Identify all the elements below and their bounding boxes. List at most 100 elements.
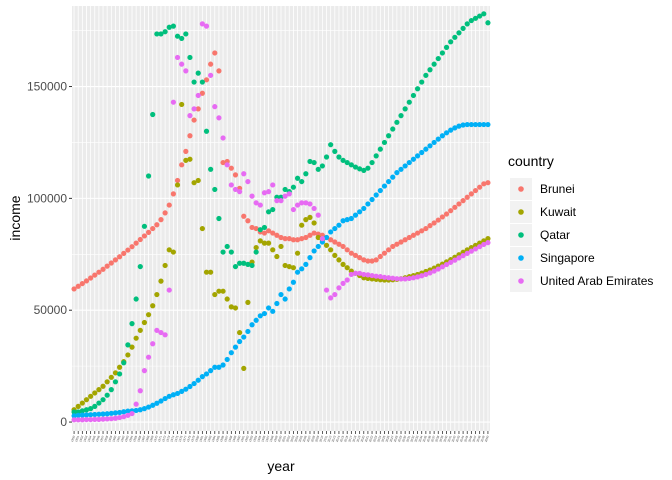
data-point xyxy=(319,163,325,169)
data-point xyxy=(253,317,259,323)
data-point xyxy=(88,406,94,412)
data-point xyxy=(100,383,106,389)
data-point xyxy=(481,241,487,248)
legend-marker xyxy=(518,255,524,261)
data-point xyxy=(183,68,189,74)
x-tick-label: 2044 xyxy=(459,435,465,443)
data-point xyxy=(150,303,156,309)
data-point xyxy=(245,261,251,267)
data-point xyxy=(365,275,371,282)
data-point xyxy=(79,280,85,287)
data-point xyxy=(228,350,234,356)
data-point xyxy=(270,206,276,213)
data-point xyxy=(278,198,284,204)
data-point xyxy=(431,220,437,226)
data-point xyxy=(75,283,81,289)
data-point xyxy=(203,128,210,134)
data-point xyxy=(183,386,189,392)
data-point xyxy=(435,55,441,62)
data-point xyxy=(249,262,255,269)
data-point xyxy=(278,234,284,241)
x-tick-label: 1998 xyxy=(269,435,275,443)
data-point xyxy=(253,225,259,232)
data-point xyxy=(299,266,305,272)
data-point xyxy=(121,360,127,366)
data-point xyxy=(460,253,466,259)
data-point xyxy=(294,175,301,181)
data-point xyxy=(278,291,284,298)
data-point xyxy=(435,217,441,223)
data-point xyxy=(443,44,450,50)
x-tick-label: 2012 xyxy=(327,435,333,443)
data-point xyxy=(112,410,119,416)
x-tick-label: 1978 xyxy=(186,435,192,443)
x-tick-label: 1980 xyxy=(194,435,200,443)
x-tick-label: 1974 xyxy=(169,435,175,443)
data-point xyxy=(216,215,222,222)
x-tick-label: 2042 xyxy=(451,435,457,443)
data-point xyxy=(448,39,454,45)
x-tick-label: 2050 xyxy=(484,435,490,443)
data-point xyxy=(328,247,334,253)
x-tick-label: 2023 xyxy=(372,435,378,443)
x-tick-label: 1985 xyxy=(215,435,221,443)
x-axis-title: year xyxy=(267,458,295,474)
data-point xyxy=(270,308,276,314)
data-point xyxy=(303,200,309,206)
y-axis-title: income xyxy=(7,195,23,240)
data-point xyxy=(150,225,156,232)
data-point xyxy=(481,181,487,187)
data-point xyxy=(423,271,429,278)
x-tick-label: 2001 xyxy=(281,435,287,443)
data-point xyxy=(402,106,408,112)
y-tick-label: 150000 xyxy=(27,80,67,94)
data-point xyxy=(154,222,160,228)
data-point xyxy=(187,113,193,119)
data-point xyxy=(150,402,156,408)
data-point xyxy=(137,327,143,333)
data-point xyxy=(323,234,330,241)
data-point xyxy=(261,310,268,317)
data-point xyxy=(328,229,334,235)
data-point xyxy=(212,186,218,193)
data-point xyxy=(477,13,483,19)
data-point xyxy=(191,117,197,123)
data-point xyxy=(232,186,239,193)
data-point xyxy=(129,410,135,417)
data-point xyxy=(282,262,288,269)
x-tick-label: 1976 xyxy=(178,435,184,443)
data-point xyxy=(477,121,483,128)
x-tick-label: 1958 xyxy=(103,435,109,443)
data-point xyxy=(365,201,371,207)
data-point xyxy=(208,368,214,374)
data-point xyxy=(386,247,392,253)
data-point xyxy=(265,189,272,195)
data-point xyxy=(166,247,172,253)
data-point xyxy=(133,240,139,246)
data-point xyxy=(199,90,205,96)
x-tick-label: 2036 xyxy=(426,435,432,443)
data-point xyxy=(419,228,425,234)
data-point xyxy=(249,322,255,328)
data-point xyxy=(381,183,388,189)
y-axis: 0 50000 100000 150000 xyxy=(27,80,72,429)
data-point xyxy=(344,217,350,223)
data-point xyxy=(212,104,218,110)
data-point xyxy=(468,191,474,197)
data-point xyxy=(419,79,425,85)
data-point xyxy=(398,276,404,282)
data-point xyxy=(472,121,479,128)
data-point xyxy=(274,253,280,260)
data-point xyxy=(394,241,400,247)
data-point xyxy=(166,287,172,293)
data-point xyxy=(108,416,114,422)
data-point xyxy=(216,288,222,294)
data-point xyxy=(427,223,433,229)
data-point xyxy=(290,279,297,285)
data-point xyxy=(162,29,168,35)
data-point xyxy=(71,409,77,415)
data-point xyxy=(228,304,234,310)
data-point xyxy=(460,198,466,204)
legend-marker xyxy=(518,209,524,215)
data-point xyxy=(332,225,338,232)
